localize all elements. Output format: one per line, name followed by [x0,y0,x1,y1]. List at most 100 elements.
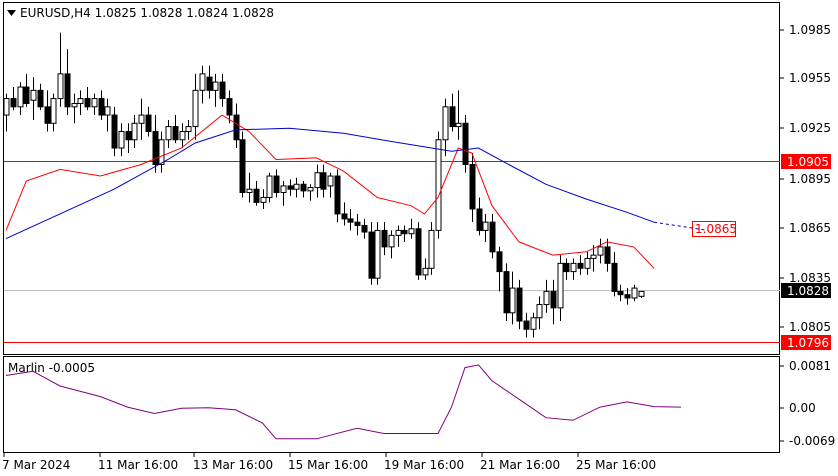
candle[interactable] [64,49,71,116]
candle-body[interactable] [368,231,375,279]
candle[interactable] [104,98,111,132]
candle-body[interactable] [381,229,388,248]
candle-body[interactable] [145,114,152,133]
candle-body[interactable] [23,86,30,105]
candle[interactable] [300,180,307,198]
candle-body[interactable] [530,317,537,330]
candle-body[interactable] [570,262,577,273]
candle-body[interactable] [280,185,287,194]
candle-body[interactable] [118,131,125,149]
candle[interactable] [50,93,57,132]
candle[interactable] [536,296,543,330]
candle[interactable] [455,90,462,140]
candle[interactable] [246,172,253,203]
candle[interactable] [253,180,260,206]
candle-body[interactable] [185,126,192,133]
candle[interactable] [368,222,375,285]
candle-body[interactable] [395,229,402,236]
candle[interactable] [212,73,219,107]
candle-body[interactable] [584,257,591,269]
candle-body[interactable] [199,73,206,91]
candle-body[interactable] [617,290,624,296]
candle-body[interactable] [496,251,503,273]
candle[interactable] [158,131,165,173]
candle[interactable] [442,98,449,157]
candle[interactable] [165,120,172,149]
candle-body[interactable] [138,114,145,124]
candle-body[interactable] [550,290,557,309]
candle[interactable] [98,90,105,120]
candle-body[interactable] [442,106,449,141]
candle-body[interactable] [246,188,253,194]
candle-body[interactable] [273,175,280,194]
slow-ma-line[interactable] [5,127,655,240]
candle-body[interactable] [293,183,300,190]
candle[interactable] [617,284,624,302]
candle-body[interactable] [44,106,51,124]
candle[interactable] [415,222,422,280]
candle[interactable] [354,213,361,236]
candle[interactable] [199,65,206,104]
candle-body[interactable] [172,126,179,141]
candle[interactable] [334,169,341,223]
candle-body[interactable] [415,228,422,276]
candle[interactable] [563,258,570,280]
candle[interactable] [152,115,159,173]
candle[interactable] [179,123,186,149]
candle[interactable] [381,222,388,256]
candle[interactable] [138,98,145,140]
candle-body[interactable] [631,287,638,299]
triangle-down-icon[interactable] [7,10,16,16]
candle[interactable] [219,73,226,107]
candle[interactable] [428,222,435,275]
candle[interactable] [185,120,192,140]
candle-body[interactable] [165,126,172,141]
candle-body[interactable] [104,106,111,116]
candle[interactable] [631,284,638,302]
candle-body[interactable] [611,262,618,292]
candle-body[interactable] [577,262,584,269]
candle[interactable] [374,222,381,285]
candle-body[interactable] [192,89,199,128]
candle[interactable] [347,208,354,231]
candle[interactable] [71,93,78,124]
candle-body[interactable] [84,98,91,108]
candle-body[interactable] [77,98,84,105]
candle-body[interactable] [469,163,476,210]
candle-body[interactable] [219,81,226,100]
candle-body[interactable] [428,229,435,269]
candle[interactable] [131,115,138,149]
candle-body[interactable] [71,103,78,108]
candle[interactable] [273,169,280,198]
candle[interactable] [482,213,489,242]
candle[interactable] [84,87,91,111]
candle-body[interactable] [638,290,645,297]
candle-body[interactable] [266,175,273,198]
candle[interactable] [260,189,267,209]
candle-body[interactable] [226,98,233,116]
candle[interactable] [530,312,537,338]
candle[interactable] [469,152,476,223]
candle[interactable] [401,225,408,242]
candle-body[interactable] [131,122,138,141]
candle[interactable] [37,83,44,111]
candle-body[interactable] [253,188,260,203]
candle-body[interactable] [17,86,24,108]
candle[interactable] [570,258,577,280]
candle-body[interactable] [10,98,17,108]
candle[interactable] [462,115,469,173]
candle[interactable] [577,255,584,275]
candle-body[interactable] [536,304,543,319]
candle[interactable] [233,103,240,149]
candle-body[interactable] [179,131,186,141]
candle[interactable] [611,251,618,297]
candle[interactable] [638,290,645,298]
marlin-oscillator[interactable] [5,364,682,440]
candle-body[interactable] [354,221,361,226]
candle-body[interactable] [624,294,631,299]
candle-body[interactable] [604,246,611,264]
candle[interactable] [307,184,314,201]
candle[interactable] [550,279,557,325]
candle-body[interactable] [327,175,334,187]
candle[interactable] [172,115,179,144]
